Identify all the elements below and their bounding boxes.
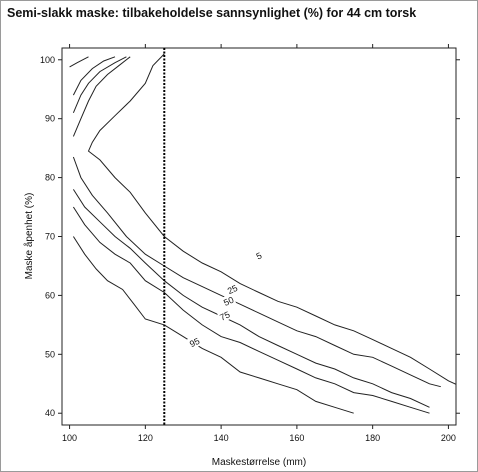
contour-line-5	[87, 53, 456, 385]
contour-label-50: 50	[222, 295, 235, 308]
y-tick-label-100: 100	[40, 55, 55, 65]
y-tick-label-40: 40	[45, 408, 55, 418]
x-tick-label-120: 120	[138, 433, 153, 443]
x-tick-label-100: 100	[62, 433, 77, 443]
contour-label-bg-25	[224, 281, 241, 297]
contour-line-5	[72, 56, 131, 137]
x-axis-title: Maskestørrelse (mm)	[212, 457, 306, 468]
contour-label-25: 25	[226, 283, 239, 296]
y-axis-title: Maske åpenhet (%)	[23, 193, 35, 280]
contour-line-3	[72, 56, 116, 96]
contour-line-50	[72, 189, 430, 408]
y-tick-label-70: 70	[45, 232, 55, 242]
y-tick-label-90: 90	[45, 114, 55, 124]
contour-line-25	[72, 156, 441, 388]
contour-label-bg-50	[220, 293, 237, 309]
contour-line-2	[72, 56, 127, 113]
x-tick-label-160: 160	[289, 433, 304, 443]
x-tick-label-180: 180	[365, 433, 380, 443]
contour-line-95	[72, 236, 354, 414]
contour-label-95: 95	[188, 336, 201, 349]
y-tick-label-50: 50	[45, 349, 55, 359]
contour-label-bg-75	[216, 308, 233, 324]
contour-label-75: 75	[218, 309, 231, 322]
contour-line-4	[69, 56, 89, 68]
contour-label-bg-95	[186, 334, 203, 350]
x-tick-label-140: 140	[214, 433, 229, 443]
contour-label-5: 5	[255, 250, 264, 261]
y-tick-label-80: 80	[45, 173, 55, 183]
contour-line-75	[72, 206, 430, 414]
contour-label-bg-5	[251, 247, 267, 264]
y-tick-label-60: 60	[45, 290, 55, 300]
x-tick-label-200: 200	[441, 433, 456, 443]
chart-title: Semi-slakk maske: tilbakeholdelse sannsy…	[7, 6, 417, 20]
